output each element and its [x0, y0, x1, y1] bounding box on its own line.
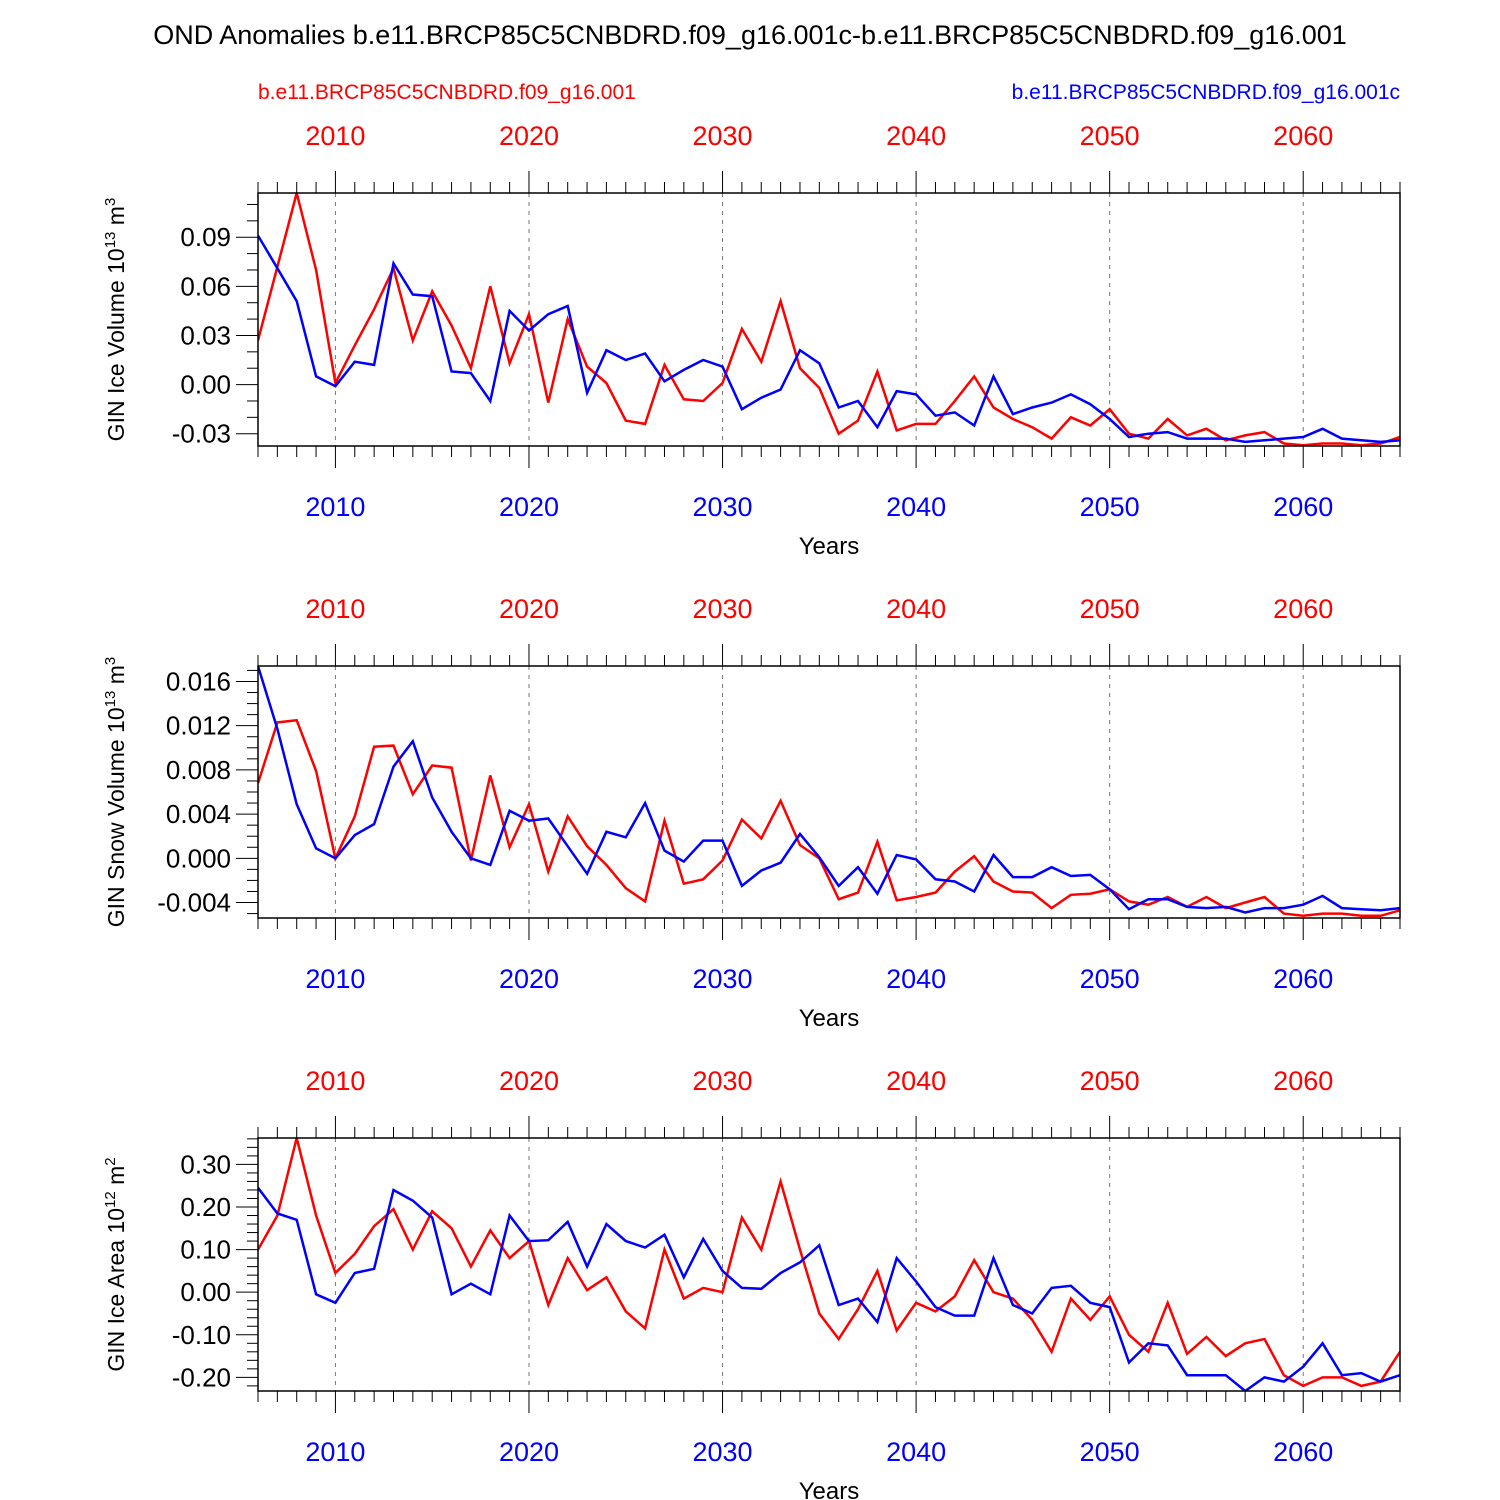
x-tick-label-bottom: 2060: [1273, 492, 1333, 522]
series-line-red: [258, 193, 1400, 446]
y-tick-label: -0.10: [172, 1320, 231, 1350]
chart-title: OND Anomalies b.e11.BRCP85C5CNBDRD.f09_g…: [153, 20, 1347, 50]
y-axis-title: GIN Snow Volume 1013 m3: [102, 657, 129, 928]
panel-2: -0.004 0.000 0.004 0.008 0.012 0.016 2010 2020 2…: [102, 594, 1401, 1032]
y-tick-label: 0.004: [166, 799, 231, 829]
y-tick-label: 0.008: [166, 755, 231, 785]
x-tick-label-top: 2050: [1080, 594, 1140, 624]
plot-frame: [257, 1137, 1401, 1392]
y-tick-label: 0.06: [180, 271, 231, 301]
x-tick-label-bottom: 2020: [499, 492, 559, 522]
x-tick-label-bottom: 2010: [305, 492, 365, 522]
legend-blue-label: b.e11.BRCP85C5CNBDRD.f09_g16.001c: [1011, 81, 1400, 104]
x-tick-label-top: 2050: [1080, 1066, 1140, 1096]
x-tick-label-bottom: 2040: [886, 1437, 946, 1467]
x-tick-label-bottom: 2050: [1080, 492, 1140, 522]
x-axis-title: Years: [799, 1005, 860, 1032]
x-tick-label-bottom: 2010: [305, 964, 365, 994]
plot-frame: [257, 192, 1401, 447]
series-line-blue: [258, 234, 1400, 444]
x-tick-label-bottom: 2010: [305, 1437, 365, 1467]
y-tick-label: 0.016: [166, 666, 231, 696]
series-line-red: [258, 1138, 1400, 1388]
y-axis-title: GIN Ice Area 1012 m2: [102, 1157, 129, 1371]
x-tick-label-top: 2010: [305, 1066, 365, 1096]
x-tick-label-bottom: 2020: [499, 1437, 559, 1467]
x-tick-label-bottom: 2030: [693, 492, 753, 522]
x-tick-label-top: 2040: [886, 594, 946, 624]
series-line-red: [258, 718, 1400, 918]
y-tick-label: -0.20: [172, 1362, 231, 1392]
x-tick-label-top: 2060: [1273, 121, 1333, 151]
x-tick-label-top: 2050: [1080, 121, 1140, 151]
y-axis-title: GIN Ice Volume 1013 m3: [102, 198, 129, 442]
x-tick-label-top: 2020: [499, 594, 559, 624]
y-tick-label: -0.03: [172, 419, 231, 449]
y-tick-label: -0.004: [157, 888, 231, 918]
y-tick-label: 0.012: [166, 711, 231, 741]
x-tick-label-top: 2040: [886, 121, 946, 151]
x-tick-label-top: 2060: [1273, 594, 1333, 624]
legend-red-label: b.e11.BRCP85C5CNBDRD.f09_g16.001: [258, 81, 636, 104]
x-tick-label-top: 2010: [305, 594, 365, 624]
x-axis-title: Years: [799, 533, 860, 560]
series-line-blue: [258, 666, 1400, 914]
x-tick-label-top: 2030: [693, 594, 753, 624]
panel-1: -0.03 0.00 0.03 0.06 0.09 2010 2020 2030 2040 205…: [102, 121, 1401, 560]
x-tick-label-top: 2060: [1273, 1066, 1333, 1096]
x-tick-label-top: 2020: [499, 121, 559, 151]
x-tick-label-bottom: 2040: [886, 964, 946, 994]
x-tick-label-bottom: 2020: [499, 964, 559, 994]
x-tick-label-bottom: 2060: [1273, 964, 1333, 994]
x-axis-title: Years: [799, 1478, 860, 1500]
y-tick-label: 0.00: [180, 1277, 231, 1307]
x-tick-label-bottom: 2030: [693, 1437, 753, 1467]
y-tick-label: 0.10: [180, 1235, 231, 1265]
y-tick-label: 0.09: [180, 222, 231, 252]
series-line-blue: [258, 1187, 1400, 1391]
x-tick-label-top: 2030: [693, 121, 753, 151]
x-tick-label-bottom: 2050: [1080, 964, 1140, 994]
y-tick-label: 0.03: [180, 320, 231, 350]
panel-3: -0.20 -0.10 0.00 0.10 0.20 0.30 2010 2020 2030 20…: [102, 1066, 1401, 1500]
x-tick-label-top: 2010: [305, 121, 365, 151]
x-tick-label-bottom: 2050: [1080, 1437, 1140, 1467]
plot-frame: [257, 665, 1401, 919]
x-tick-label-top: 2030: [693, 1066, 753, 1096]
y-tick-label: 0.00: [180, 370, 231, 400]
x-tick-label-bottom: 2060: [1273, 1437, 1333, 1467]
x-tick-label-top: 2040: [886, 1066, 946, 1096]
x-tick-label-bottom: 2040: [886, 492, 946, 522]
y-tick-label: 0.000: [166, 843, 231, 873]
y-tick-label: 0.20: [180, 1192, 231, 1222]
x-tick-label-bottom: 2030: [693, 964, 753, 994]
x-tick-label-top: 2020: [499, 1066, 559, 1096]
y-tick-label: 0.30: [180, 1149, 231, 1179]
